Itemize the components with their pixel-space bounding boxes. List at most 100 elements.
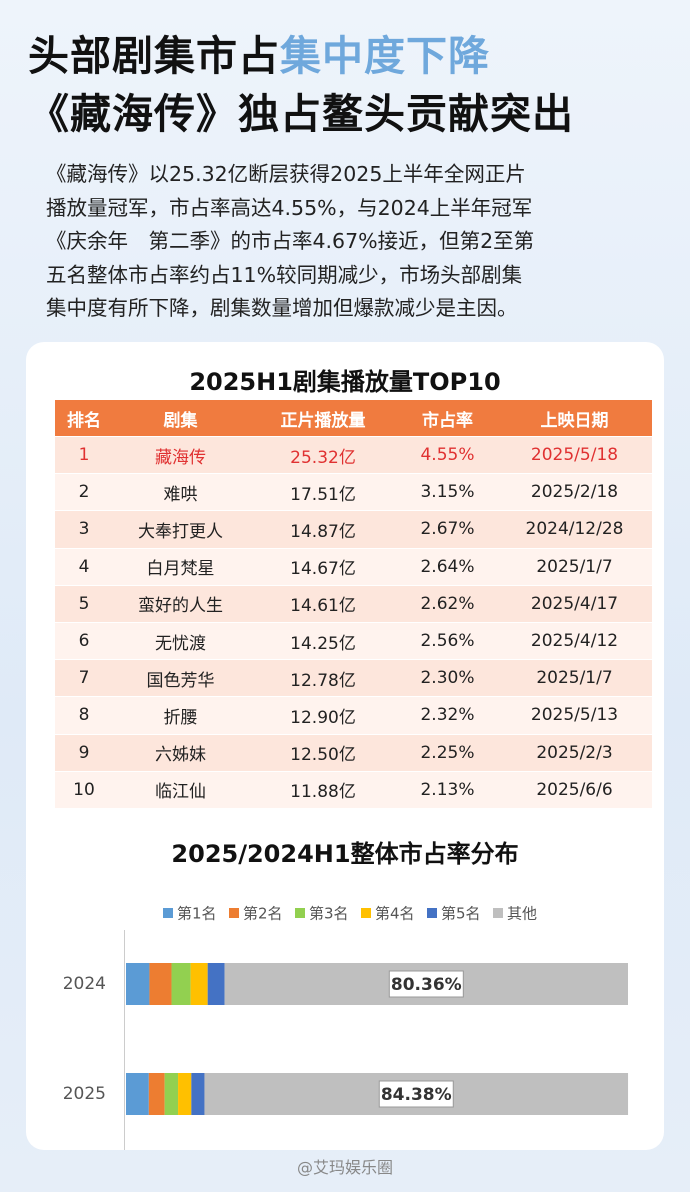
table-cell: 2.67%: [420, 519, 475, 540]
title-highlight: 集中度下降: [280, 32, 490, 80]
value-label-box: [378, 1080, 454, 1108]
legend-label: 其他: [507, 905, 537, 923]
legend-label: 第1名: [177, 905, 217, 923]
table-cell: 3.15%: [420, 482, 475, 503]
paragraph: 《藏海传》以25.32亿断层获得2025上半年全网正片 播放量冠军，市占率高达4.…: [46, 158, 666, 326]
column-header: 剧集: [163, 410, 198, 431]
value-label: 80.36%: [391, 975, 462, 995]
bar-segment: [126, 963, 150, 1005]
table-cell: 14.87亿: [290, 521, 356, 542]
paragraph-line: 《庆余年 第二季》的市占率4.67%接近，但第2至第: [46, 229, 535, 253]
table-cell: 8: [78, 705, 90, 726]
value-label: 84.38%: [381, 1085, 452, 1105]
legend-swatch: [295, 908, 305, 918]
table-cell: 蛮好的人生: [138, 596, 223, 617]
table-row: 1 藏海传 25.32亿 4.55% 2025/5/18: [55, 436, 652, 474]
table-cell: 临江仙: [155, 782, 206, 803]
table-cell: 2.62%: [420, 593, 475, 614]
legend-label: 第3名: [309, 905, 349, 923]
bar-segment: [148, 1073, 165, 1115]
table-cell: 无忧渡: [155, 633, 206, 654]
table-cell: 12.78亿: [290, 670, 356, 691]
chart-title: 2025/2024H1整体市占率分布: [171, 840, 518, 868]
column-header: 市占率: [422, 410, 473, 431]
table-row: 6 无忧渡 14.25亿 2.56% 2025/4/12: [55, 621, 652, 660]
table-cell: 六姊妹: [155, 745, 206, 766]
table-cell: 14.25亿: [290, 633, 356, 654]
legend-label: 第5名: [441, 905, 481, 923]
table-cell: 4: [78, 556, 90, 577]
table-cell: 2025/1/7: [536, 668, 613, 689]
paragraph-line: 集中度有所下降，剧集数量增加但爆款减少是主因。: [46, 296, 518, 320]
table-title: 2025H1剧集播放量TOP10: [189, 368, 501, 396]
table-cell: 白月梵星: [146, 559, 215, 580]
table-cell: 2: [78, 482, 90, 503]
table-cell: 7: [78, 668, 90, 689]
table-cell: 2.32%: [420, 705, 475, 726]
legend-swatch: [427, 908, 437, 918]
table-cell: 2.30%: [420, 668, 475, 689]
legend-swatch: [229, 908, 239, 918]
watermark: @艾玛娱乐圈: [296, 1158, 393, 1177]
bar-segment: [164, 1073, 179, 1115]
table-cell: 2024/12/28: [525, 519, 624, 540]
bar-segment: [191, 1073, 205, 1115]
table-cell: 大奉打更人: [138, 521, 223, 542]
table-cell: 2.64%: [420, 556, 475, 577]
paragraph-line: 五名整体市占率约占11%较同期减少，市场头部剧集: [46, 262, 523, 287]
column-header: 排名: [67, 410, 101, 431]
table-cell: 2025/1/7: [536, 556, 613, 577]
table-cell: 17.51亿: [290, 484, 356, 505]
legend-swatch: [493, 908, 503, 918]
legend-swatch: [361, 908, 371, 918]
title: 头部剧集市占集中度下降: [28, 22, 490, 82]
bar-segment: [126, 1073, 149, 1115]
table-cell: 2.13%: [420, 779, 475, 800]
y-tick-label: 2024: [63, 974, 106, 994]
column-header: 上映日期: [540, 410, 609, 431]
table: 排名 剧集 正片播放量 市占率 上映日期 1 藏海传 25.32亿 4.55% 2025/5/18…: [55, 400, 652, 808]
legend-label: 第4名: [375, 905, 415, 923]
table-cell: 14.61亿: [290, 596, 356, 617]
bar-segment: [190, 963, 208, 1005]
column-header: 正片播放量: [280, 410, 366, 431]
table-cell: 2025/2/3: [536, 742, 613, 763]
table-cell: 难哄: [163, 484, 198, 505]
table-cell: 14.67亿: [290, 559, 356, 580]
table-cell: 5: [78, 593, 90, 614]
table-cell: 9: [78, 742, 90, 763]
legend-label: 第2名: [243, 905, 283, 923]
table-header: 排名 剧集 正片播放量 市占率 上映日期: [55, 400, 652, 436]
table-cell: 10: [73, 779, 95, 800]
table-cell: 25.32亿: [290, 447, 356, 468]
table-row: 10 临江仙 11.88亿 2.13% 2025/6/6: [55, 770, 652, 808]
bar-segment: [171, 963, 191, 1005]
y-tick-label: 2025: [63, 1084, 106, 1104]
legend-swatch: [163, 908, 173, 918]
bar-segment: [149, 963, 172, 1005]
table-row: 9 六姊妹 12.50亿 2.25% 2025/2/3: [55, 733, 652, 771]
table-row: 4 白月梵星 14.67亿 2.64% 2025/1/7: [55, 547, 652, 585]
table-cell: 4.55%: [420, 445, 475, 466]
paragraph-line: 《藏海传》以25.32亿断层获得2025上半年全网正片: [46, 162, 526, 186]
table-cell: 12.90亿: [290, 707, 356, 728]
chart: 2025/2024H1整体市占率分布 第1名 第2名 第3名 第4名 第5名 其他 2024…: [63, 840, 629, 1150]
table-cell: 2025/2/18: [530, 482, 619, 503]
table-cell: 2.25%: [420, 742, 475, 763]
title-line: 《藏海传》独占鳌头贡献突出: [28, 90, 574, 138]
title-part: 头部剧集市占: [28, 32, 280, 80]
paragraph-line: 播放量冠军，市占率高达4.55%，与2024上半年冠军: [46, 195, 533, 220]
table-cell: 国色芳华: [146, 670, 215, 691]
table-cell: 12.50亿: [290, 745, 356, 766]
table-cell: 11.88亿: [290, 782, 356, 803]
table-cell: 2025/5/18: [530, 445, 619, 466]
table-cell: 2.56%: [420, 631, 475, 652]
table-cell: 2025/4/17: [530, 593, 619, 614]
table-cell: 2025/5/13: [530, 705, 619, 726]
table-cell: 2025/6/6: [536, 779, 613, 800]
table-row: 8 折腰 12.90亿 2.32% 2025/5/13: [55, 696, 652, 734]
value-label-box: [388, 970, 464, 998]
table-row: 3 大奉打更人 14.87亿 2.67% 2024/12/28: [55, 510, 652, 548]
table-row: 7 国色芳华 12.78亿 2.30% 2025/1/7: [55, 659, 652, 697]
